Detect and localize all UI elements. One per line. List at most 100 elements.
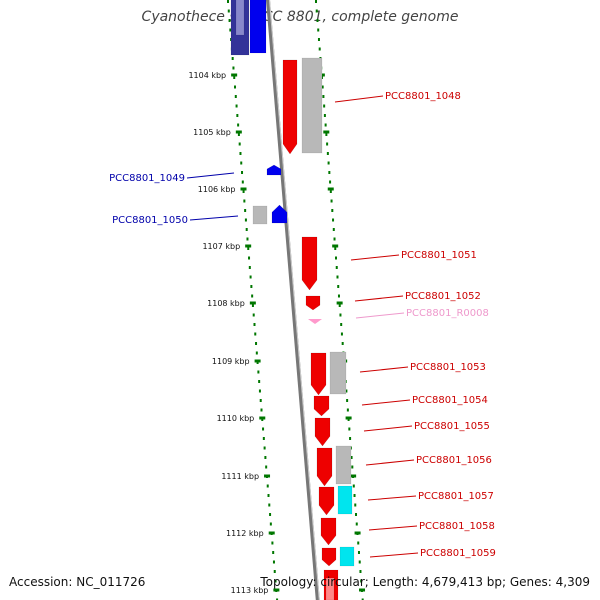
leader-line (368, 525, 418, 531)
ruler-dot (274, 579, 277, 583)
ruler-dot (235, 104, 238, 108)
ruler-dot (360, 579, 363, 583)
ruler-dot (242, 190, 245, 193)
leader-line (367, 495, 417, 501)
ruler-dot (247, 247, 250, 250)
ruler-dot (229, 28, 232, 32)
ruler-dot (269, 522, 272, 526)
leader-line (334, 95, 384, 103)
ruler-dot (346, 399, 349, 402)
ruler-dot (243, 199, 246, 203)
backbone (265, 0, 320, 600)
ruler-dot (338, 304, 341, 307)
ruler-dot (337, 294, 340, 298)
ruler-dot (257, 370, 260, 374)
tick-mark (240, 187, 247, 191)
topology-text: Topology: circular; Length: 4,679,413 bp… (260, 575, 590, 589)
ruler-dot (322, 95, 325, 98)
ruler-dot (336, 275, 339, 279)
ruler-dot (259, 399, 262, 402)
ruler-dot (245, 228, 248, 231)
ruler-dot (272, 551, 275, 554)
ruler-dot (234, 85, 237, 89)
ruler-dot (239, 152, 242, 155)
ruler-dot (258, 380, 261, 383)
gene-features (230, 0, 355, 600)
tick-mark (345, 416, 352, 420)
tick-mark (235, 130, 242, 134)
tick-mark (264, 474, 271, 478)
ruler-dot (250, 285, 253, 288)
ruler-dot (265, 465, 268, 469)
leader-line (369, 552, 419, 558)
ruler-dot (244, 218, 247, 222)
ruler-dot (228, 19, 231, 22)
ruler-dot (276, 598, 279, 600)
ruler-dot (323, 104, 326, 108)
ruler-dot (315, 0, 317, 3)
tick-mark (359, 588, 366, 592)
gray-feature (301, 57, 323, 154)
reverse-gene (249, 0, 267, 54)
reverse-gene (271, 204, 288, 224)
ruler-dot (238, 142, 241, 146)
ruler-dot (329, 180, 332, 184)
ruler-dot (269, 513, 272, 516)
ruler-dot (358, 560, 361, 564)
ruler-dot (353, 494, 356, 497)
tick-mark (332, 244, 339, 248)
ruler-dot (361, 598, 364, 600)
cyan-feature (339, 546, 355, 567)
accession-text: Accession: NC_011726 (9, 575, 146, 589)
gene-label: PCC8801_1050 (112, 215, 188, 226)
leader-line (189, 215, 239, 221)
ruler-dot (325, 133, 328, 136)
gene-label: PCC8801_1051 (401, 250, 477, 261)
ruler-dot (330, 199, 333, 203)
ruler-dot (272, 560, 275, 564)
ruler-dot (232, 66, 235, 70)
reverse-gene (266, 164, 282, 176)
tick-mark (268, 531, 275, 535)
ruler-dot (317, 38, 320, 41)
tick-mark (231, 73, 238, 77)
ruler-dot (255, 351, 258, 355)
tick-mark (327, 187, 334, 191)
ruler-dot (248, 256, 251, 260)
tick-label: 1106 kbp (198, 185, 236, 194)
gene-label: PCC8801_R0008 (406, 308, 489, 319)
ruler-dot (241, 171, 244, 174)
ruler-dot (254, 332, 257, 336)
rna-gene (308, 319, 322, 324)
tick-mark (245, 244, 252, 248)
backbone-highlight (268, 0, 320, 600)
ruler-dot (249, 275, 252, 279)
ruler-dot (323, 114, 326, 117)
gene-label: PCC8801_1059 (420, 548, 496, 559)
ruler-dot (252, 313, 255, 317)
forward-gene-shade (325, 577, 335, 600)
gene-label: PCC8801_1057 (418, 491, 494, 502)
gene-label: PCC8801_1053 (410, 362, 486, 373)
ruler-dot (333, 237, 336, 241)
tick-label: 1112 kbp (226, 529, 264, 538)
gene-label: PCC8801_1055 (414, 421, 490, 432)
tick-label: 1109 kbp (212, 357, 250, 366)
gene-labels: PCC8801_1048 PCC8801_1049 PCC8801_1050 PCC8… (109, 91, 496, 559)
ruler-dot (329, 190, 332, 193)
ruler-dot (339, 313, 342, 317)
ruler-dot (262, 437, 265, 440)
reverse-gene-shade (235, 0, 245, 36)
ruler-dot (271, 541, 274, 545)
ruler-dot (354, 503, 357, 507)
gene-label: PCC8801_1052 (405, 291, 481, 302)
ruler-dot (326, 152, 329, 155)
ruler-dot (345, 389, 348, 393)
ruler-dot (326, 142, 329, 146)
ruler-dot (253, 323, 256, 326)
gene-label: PCC8801_1058 (419, 521, 495, 532)
tick-label: 1105 kbp (193, 128, 231, 137)
backbone-line (265, 0, 320, 600)
forward-gene (282, 59, 298, 155)
